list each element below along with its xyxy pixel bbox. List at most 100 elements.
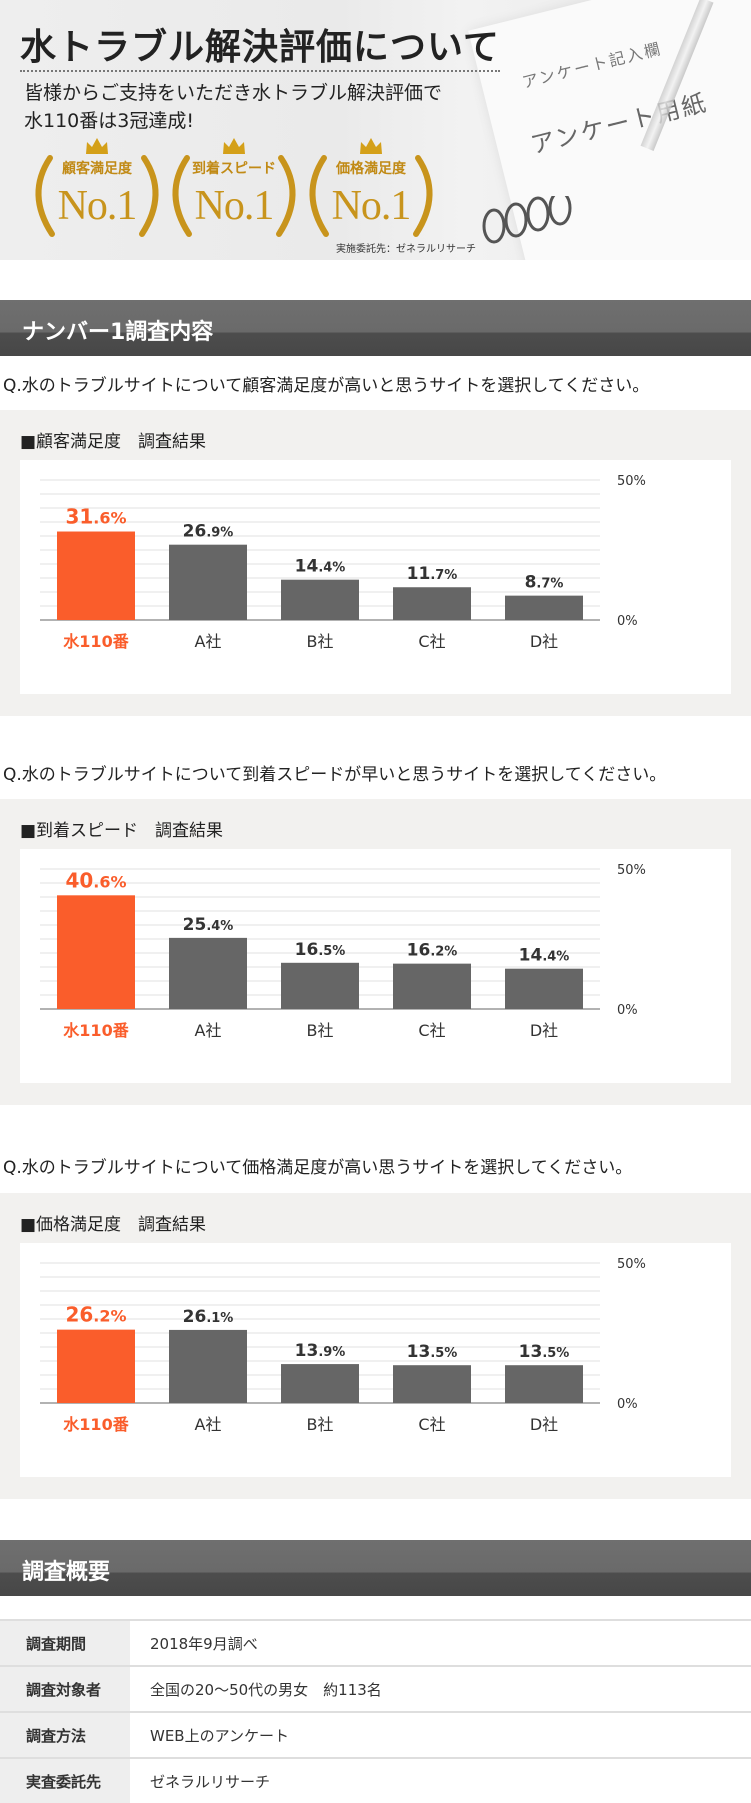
table-value: 2018年9月調べ [130, 1619, 751, 1667]
chart-box: 50% 0% 40.6% 水110番 25.4% A社 16.5% B社 16.2% C社 14.4… [20, 849, 731, 1083]
question-1: Q.水のトラブルサイトについて顧客満足度が高いと思うサイトを選択してください。 [3, 376, 650, 396]
laurel-icon [35, 155, 159, 237]
section-title: 調査概要 [22, 1560, 111, 1585]
table-row: 実査委託先 ゼネラルリサーチ [0, 1757, 751, 1803]
bar [281, 962, 359, 1009]
data-label: 8.7% [525, 573, 564, 593]
bar [505, 968, 583, 1009]
category-label: 水110番 [63, 1021, 129, 1040]
data-label: 16.5% [295, 940, 346, 960]
table-key: 調査対象者 [0, 1665, 130, 1713]
category-label: 水110番 [63, 632, 129, 651]
award-label: 到着スピード [192, 161, 276, 177]
crown-icon [223, 138, 245, 154]
award-label: 価格満足度 [336, 161, 406, 177]
bar [169, 544, 247, 620]
table-key: 調査期間 [0, 1619, 130, 1667]
category-label: A社 [195, 632, 222, 651]
section-header-survey: ナンバー1調査内容 [0, 300, 751, 356]
category-label: D社 [530, 1415, 558, 1434]
table-value: 全国の20～50代の男女 約113名 [130, 1665, 751, 1713]
award-rank: No.1 [331, 183, 412, 229]
bar [281, 579, 359, 620]
question-2: Q.水のトラブルサイトについて到着スピードが早いと思うサイトを選択してください。 [3, 765, 667, 785]
panel-title: ■顧客満足度 調査結果 [20, 432, 207, 452]
data-label: 13.5% [519, 1342, 570, 1362]
panel-title: ■価格満足度 調査結果 [20, 1215, 207, 1235]
data-label: 25.4% [183, 915, 234, 935]
section-title: ナンバー1調査内容 [22, 320, 214, 345]
chart-box: 50% 0% 26.2% 水110番 26.1% A社 13.9% B社 13.5% C社 13.5… [20, 1243, 731, 1477]
data-label: 26.1% [183, 1307, 234, 1327]
category-label: B社 [307, 1021, 334, 1040]
data-label: 14.4% [519, 946, 570, 966]
award-price-satisfaction: 価格満足度 No.1 [296, 134, 446, 240]
category-label: C社 [418, 1415, 445, 1434]
award-customer-satisfaction: 顧客満足度 No.1 [22, 134, 172, 240]
table-key: 実査委託先 [0, 1757, 130, 1803]
table-key: 調査方法 [0, 1711, 130, 1759]
award-rank: No.1 [57, 183, 138, 229]
hero-banner: アンケート記入欄 アンケート用紙 水トラブル解決評価について 皆様からご支持をい… [0, 0, 751, 260]
category-label: B社 [307, 632, 334, 651]
bar [169, 1329, 247, 1403]
y-tick-label: 50% [617, 474, 646, 489]
result-panel-3: ■価格満足度 調査結果 50% 0% 26.2% 水110番 26.1% A社 13.9% B… [0, 1193, 751, 1499]
bar [57, 895, 135, 1009]
award-label: 顧客満足度 [62, 161, 132, 177]
table-row: 調査方法 WEB上のアンケート [0, 1711, 751, 1759]
bar [393, 963, 471, 1009]
data-label: 26.9% [183, 522, 234, 542]
category-label: 水110番 [63, 1415, 129, 1434]
y-tick-label: 0% [617, 1397, 638, 1412]
data-label: 13.5% [407, 1342, 458, 1362]
chart-box: 50% 0% 31.6% 水110番 26.9% A社 14.4% B社 11.7% C社 8.7%… [20, 460, 731, 694]
category-label: C社 [418, 632, 445, 651]
panel-title: ■到着スピード 調査結果 [20, 821, 224, 841]
laurel-icon [172, 155, 296, 237]
y-tick-label: 0% [617, 614, 638, 629]
bar-chart-arrival-speed: 50% 0% 40.6% 水110番 25.4% A社 16.5% B社 16.2% C社 14.4… [40, 863, 646, 1040]
hero-line-1: 皆様からご支持をいただき水トラブル解決評価で [24, 82, 443, 104]
category-label: D社 [530, 632, 558, 651]
table-value: WEB上のアンケート [130, 1711, 751, 1759]
data-label: 11.7% [407, 564, 458, 584]
data-label: 31.6% [65, 505, 126, 529]
y-tick-label: 50% [617, 863, 646, 878]
award-rank: No.1 [194, 183, 275, 229]
result-panel-2: ■到着スピード 調査結果 50% 0% 40.6% 水110番 25.4% A社 16.5%… [0, 799, 751, 1105]
data-label: 16.2% [407, 941, 458, 961]
bar [281, 1364, 359, 1403]
bar [57, 1329, 135, 1403]
survey-overview-table: 調査期間 2018年9月調べ 調査対象者 全国の20～50代の男女 約113名 … [0, 1619, 751, 1803]
data-label: 40.6% [65, 868, 126, 892]
hero-title: 水トラブル解決評価について [20, 27, 500, 68]
table-row: 調査対象者 全国の20～50代の男女 約113名 [0, 1665, 751, 1713]
hero-line-2: 水110番は3冠達成! [24, 110, 194, 132]
data-label: 13.9% [295, 1341, 346, 1361]
category-label: A社 [195, 1021, 222, 1040]
bar [505, 1365, 583, 1403]
laurel-icon [309, 155, 433, 237]
category-label: A社 [195, 1415, 222, 1434]
bar [169, 937, 247, 1009]
bar [393, 587, 471, 620]
data-label: 26.2% [65, 1303, 126, 1327]
crown-icon [86, 138, 108, 154]
spiral-binding-icon [482, 196, 572, 244]
bar [57, 531, 135, 620]
question-3: Q.水のトラブルサイトについて価格満足度が高い思うサイトを選択してください。 [3, 1158, 633, 1178]
result-panel-1: ■顧客満足度 調査結果 50% 0% 31.6% 水110番 26.9% A社 14.4% B… [0, 410, 751, 716]
bar [505, 595, 583, 620]
table-value: ゼネラルリサーチ [130, 1757, 751, 1803]
y-tick-label: 0% [617, 1003, 638, 1018]
category-label: D社 [530, 1021, 558, 1040]
category-label: B社 [307, 1415, 334, 1434]
category-label: C社 [418, 1021, 445, 1040]
table-row: 調査期間 2018年9月調べ [0, 1619, 751, 1667]
bar-chart-price-satisfaction: 50% 0% 26.2% 水110番 26.1% A社 13.9% B社 13.5% C社 13.5… [40, 1257, 646, 1434]
hero-credit: 実施委託先：ゼネラルリサーチ [336, 244, 476, 255]
bar-chart-customer-satisfaction: 50% 0% 31.6% 水110番 26.9% A社 14.4% B社 11.7% C社 8.7%… [40, 474, 646, 651]
y-tick-label: 50% [617, 1257, 646, 1272]
bar [393, 1365, 471, 1403]
